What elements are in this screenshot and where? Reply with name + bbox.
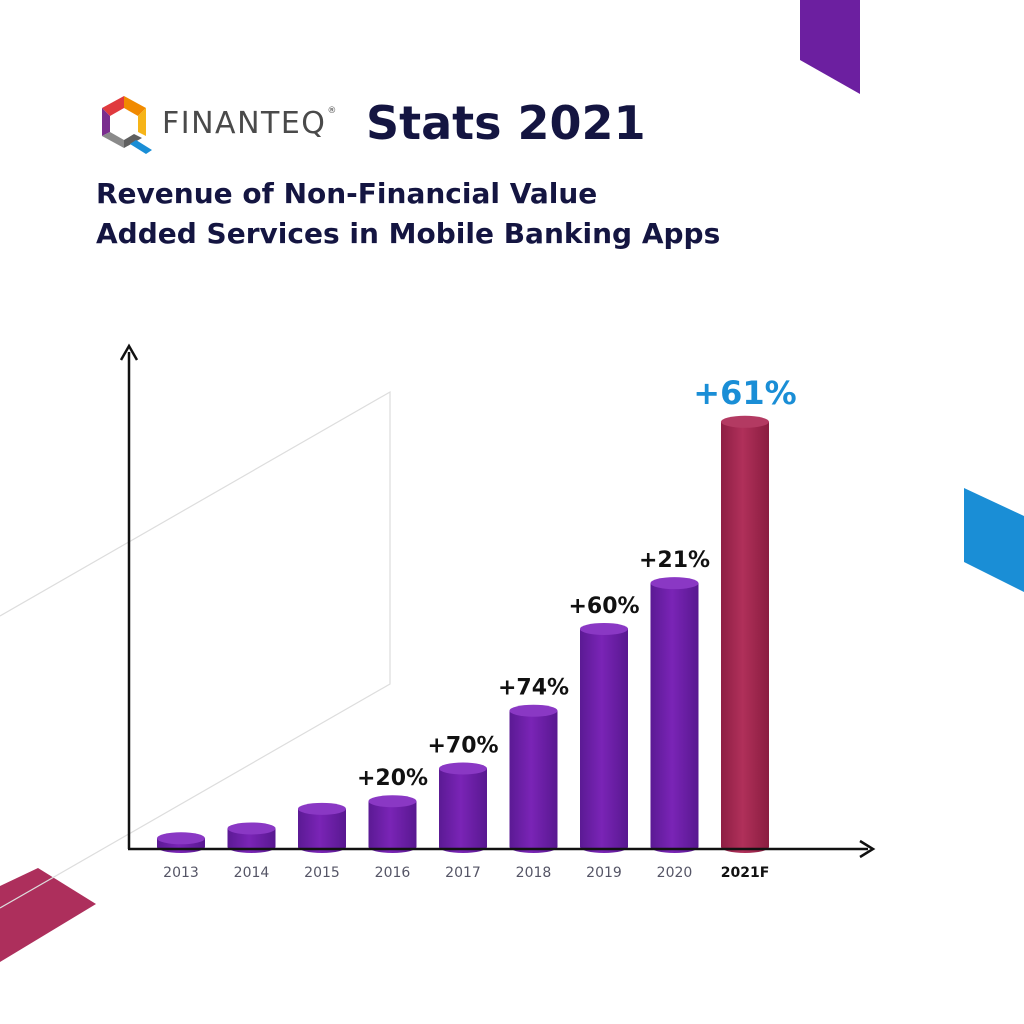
bar-body xyxy=(227,828,276,853)
bar-top xyxy=(157,832,205,845)
background-parallelogram-outline xyxy=(0,390,391,909)
bar-top xyxy=(368,795,417,808)
bar-2016 xyxy=(368,795,417,853)
bar-top xyxy=(650,577,699,590)
bar-body xyxy=(298,808,346,853)
growth-label: +61% xyxy=(693,374,796,412)
growth-label: +60% xyxy=(568,594,639,619)
top-purple-shape xyxy=(800,0,860,94)
x-tick-label: 2016 xyxy=(375,865,411,881)
x-tick-label: 2019 xyxy=(586,865,622,881)
x-axis-arrow-icon xyxy=(859,839,876,859)
growth-label: +70% xyxy=(427,734,498,759)
labels: 2013 2014 2015 2016 +20% 2017 +70% 2018 +74% 2019… xyxy=(163,374,797,881)
brand-name: FINANTEQ® xyxy=(162,106,338,141)
right-blue-shape xyxy=(964,488,1024,592)
page-title: Stats 2021 xyxy=(366,96,646,150)
bar-body xyxy=(439,768,487,853)
bar-2019 xyxy=(580,622,628,853)
growth-label: +21% xyxy=(639,548,710,573)
bar-top xyxy=(298,802,346,815)
bar-body xyxy=(368,801,417,853)
bar-body xyxy=(650,583,699,853)
bar-2020 xyxy=(650,577,699,853)
bar-body xyxy=(580,628,628,853)
subtitle-line-1: Revenue of Non-Financial Value xyxy=(96,177,598,210)
bar-top xyxy=(580,622,628,635)
bars xyxy=(157,415,769,853)
bottom-left-pink-shape xyxy=(0,868,96,962)
x-tick-label: 2017 xyxy=(445,865,481,881)
bar-2017 xyxy=(439,762,487,853)
bar-body xyxy=(721,421,769,853)
bar-top xyxy=(227,822,276,835)
bar-top xyxy=(439,762,487,775)
bar-2015 xyxy=(298,802,346,853)
x-tick-label: 2018 xyxy=(516,865,552,881)
chart-subtitle: Revenue of Non-Financial Value Added Ser… xyxy=(96,174,896,254)
subtitle-line-2: Added Services in Mobile Banking Apps xyxy=(96,217,721,250)
growth-label: +74% xyxy=(498,676,569,701)
bar-2014 xyxy=(227,822,276,853)
y-axis-arrow-icon xyxy=(119,343,139,361)
x-tick-label: 2013 xyxy=(163,865,199,881)
bar-top xyxy=(509,704,558,717)
axes xyxy=(119,343,876,859)
bar-top xyxy=(721,415,769,428)
x-tick-label: 2014 xyxy=(234,865,270,881)
bar-body xyxy=(509,710,558,853)
x-tick-label: 2015 xyxy=(304,865,340,881)
growth-label: +20% xyxy=(357,766,428,791)
x-tick-label: 2021F xyxy=(721,865,770,881)
bar-2018 xyxy=(509,704,558,853)
bar-2021F xyxy=(721,415,769,853)
finanteq-logo-icon xyxy=(102,96,152,154)
x-tick-label: 2020 xyxy=(657,865,693,881)
